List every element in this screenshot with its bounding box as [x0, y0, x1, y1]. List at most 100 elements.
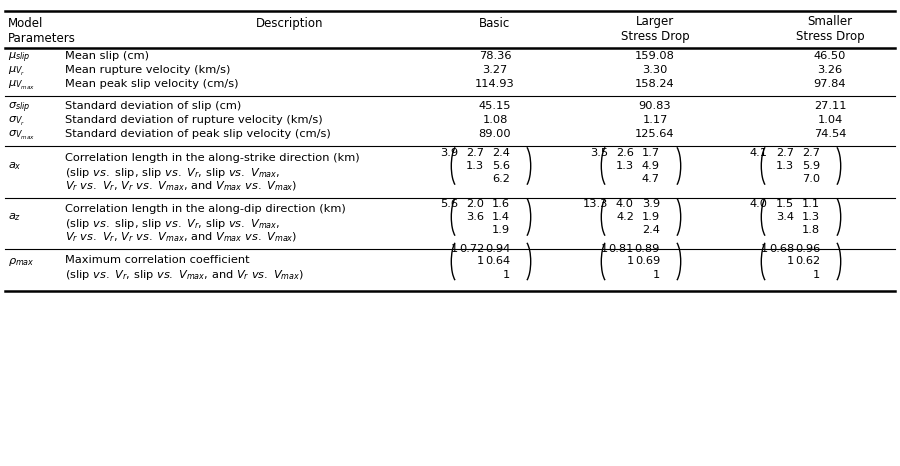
- Text: 3.9: 3.9: [642, 199, 660, 209]
- Text: 1.3: 1.3: [616, 161, 634, 171]
- Text: 4.7: 4.7: [642, 174, 660, 184]
- Text: Model
Parameters: Model Parameters: [8, 17, 76, 45]
- Text: 1: 1: [601, 244, 608, 254]
- Text: 2.0: 2.0: [466, 199, 484, 209]
- Text: (slip $vs.$ slip, slip $vs.$ $V_r$, slip $vs.$ $V_{max}$,: (slip $vs.$ slip, slip $vs.$ $V_r$, slip…: [65, 166, 280, 180]
- Text: (slip $vs.$ slip, slip $vs.$ $V_r$, slip $vs.$ $V_{max}$,: (slip $vs.$ slip, slip $vs.$ $V_r$, slip…: [65, 217, 280, 231]
- Text: 3.26: 3.26: [817, 65, 842, 75]
- Text: 0.64: 0.64: [485, 256, 510, 267]
- Text: Maximum correlation coefficient: Maximum correlation coefficient: [65, 255, 249, 265]
- Text: 45.15: 45.15: [479, 101, 511, 111]
- Text: 0.89: 0.89: [634, 244, 660, 254]
- Text: 3.5: 3.5: [590, 148, 608, 158]
- Text: 1: 1: [813, 269, 820, 280]
- Text: $a_z$: $a_z$: [8, 211, 22, 223]
- Text: 27.11: 27.11: [814, 101, 846, 111]
- Text: Standard deviation of slip (cm): Standard deviation of slip (cm): [65, 101, 241, 111]
- Text: 0.68: 0.68: [769, 244, 794, 254]
- Text: $V_r$ $vs.$ $V_r$, $V_r$ $vs.$ $V_{max}$, and $V_{max}$ $vs.$ $V_{max}$): $V_r$ $vs.$ $V_r$, $V_r$ $vs.$ $V_{max}$…: [65, 179, 298, 192]
- Text: 3.4: 3.4: [776, 212, 794, 222]
- Text: 1: 1: [760, 244, 768, 254]
- Text: 90.83: 90.83: [639, 101, 671, 111]
- Text: 1: 1: [626, 256, 634, 267]
- Text: 4.9: 4.9: [642, 161, 660, 171]
- Text: 2.7: 2.7: [776, 148, 794, 158]
- Text: $\rho_{max}$: $\rho_{max}$: [8, 255, 35, 267]
- Text: 1.1: 1.1: [802, 199, 820, 209]
- Text: Standard deviation of rupture velocity (km/s): Standard deviation of rupture velocity (…: [65, 115, 322, 125]
- Text: $\sigma_{slip}$: $\sigma_{slip}$: [8, 101, 31, 116]
- Text: 1.4: 1.4: [492, 212, 510, 222]
- Text: 46.50: 46.50: [814, 51, 846, 61]
- Text: 1.7: 1.7: [642, 148, 660, 158]
- Text: 1: 1: [652, 269, 660, 280]
- Text: 78.36: 78.36: [479, 51, 511, 61]
- Text: $\sigma_{V_{max}}$: $\sigma_{V_{max}}$: [8, 129, 35, 142]
- Text: 2.4: 2.4: [492, 148, 510, 158]
- Text: 125.64: 125.64: [635, 129, 675, 139]
- Text: 1: 1: [787, 256, 794, 267]
- Text: 159.08: 159.08: [635, 51, 675, 61]
- Text: Mean rupture velocity (km/s): Mean rupture velocity (km/s): [65, 65, 230, 75]
- Text: Mean peak slip velocity (cm/s): Mean peak slip velocity (cm/s): [65, 79, 238, 89]
- Text: $\sigma_{V_r}$: $\sigma_{V_r}$: [8, 115, 25, 128]
- Text: (slip $vs.$ $V_r$, slip $vs.$ $V_{max}$, and $V_r$ $vs.$ $V_{max}$): (slip $vs.$ $V_r$, slip $vs.$ $V_{max}$,…: [65, 268, 304, 282]
- Text: Description: Description: [256, 17, 324, 30]
- Text: Standard deviation of peak slip velocity (cm/s): Standard deviation of peak slip velocity…: [65, 129, 331, 139]
- Text: 0.81: 0.81: [608, 244, 634, 254]
- Text: 1.9: 1.9: [642, 212, 660, 222]
- Text: Smaller
Stress Drop: Smaller Stress Drop: [796, 15, 864, 43]
- Text: 74.54: 74.54: [814, 129, 846, 139]
- Text: 1.6: 1.6: [492, 199, 510, 209]
- Text: 1.3: 1.3: [466, 161, 484, 171]
- Text: 1.3: 1.3: [776, 161, 794, 171]
- Text: 1.8: 1.8: [802, 225, 820, 235]
- Text: 1: 1: [451, 244, 458, 254]
- Text: 89.00: 89.00: [479, 129, 511, 139]
- Text: 1.9: 1.9: [492, 225, 510, 235]
- Text: 2.4: 2.4: [642, 225, 660, 235]
- Text: 3.6: 3.6: [466, 212, 484, 222]
- Text: 7.0: 7.0: [802, 174, 820, 184]
- Text: $a_x$: $a_x$: [8, 160, 22, 172]
- Text: 1: 1: [477, 256, 484, 267]
- Text: 13.3: 13.3: [582, 199, 608, 209]
- Text: 0.62: 0.62: [795, 256, 820, 267]
- Text: Basic: Basic: [480, 17, 510, 30]
- Text: Correlation length in the along-strike direction (km): Correlation length in the along-strike d…: [65, 153, 360, 163]
- Text: Larger
Stress Drop: Larger Stress Drop: [621, 15, 689, 43]
- Text: 5.9: 5.9: [802, 161, 820, 171]
- Text: Mean slip (cm): Mean slip (cm): [65, 51, 149, 61]
- Text: Correlation length in the along-dip direction (km): Correlation length in the along-dip dire…: [65, 204, 346, 214]
- Text: 2.7: 2.7: [802, 148, 820, 158]
- Text: 2.6: 2.6: [616, 148, 634, 158]
- Text: 0.94: 0.94: [485, 244, 510, 254]
- Text: 5.6: 5.6: [440, 199, 458, 209]
- Text: 1: 1: [503, 269, 510, 280]
- Text: $\mu_{slip}$: $\mu_{slip}$: [8, 51, 31, 65]
- Text: 0.96: 0.96: [795, 244, 820, 254]
- Text: 4.1: 4.1: [750, 148, 768, 158]
- Text: 158.24: 158.24: [635, 79, 675, 89]
- Text: 5.6: 5.6: [492, 161, 510, 171]
- Text: 6.2: 6.2: [492, 174, 510, 184]
- Text: 1.08: 1.08: [482, 115, 508, 125]
- Text: 1.3: 1.3: [802, 212, 820, 222]
- Text: 2.7: 2.7: [466, 148, 484, 158]
- Text: 97.84: 97.84: [814, 79, 846, 89]
- Text: 0.69: 0.69: [634, 256, 660, 267]
- Text: $V_r$ $vs.$ $V_r$, $V_r$ $vs.$ $V_{max}$, and $V_{max}$ $vs.$ $V_{max}$): $V_r$ $vs.$ $V_r$, $V_r$ $vs.$ $V_{max}$…: [65, 230, 298, 244]
- Text: 3.9: 3.9: [440, 148, 458, 158]
- Text: 114.93: 114.93: [475, 79, 515, 89]
- Text: $\mu_{V_r}$: $\mu_{V_r}$: [8, 65, 25, 78]
- Text: 0.72: 0.72: [459, 244, 484, 254]
- Text: 4.0: 4.0: [750, 199, 768, 209]
- Text: 3.30: 3.30: [643, 65, 668, 75]
- Text: 1.17: 1.17: [643, 115, 668, 125]
- Text: 3.27: 3.27: [482, 65, 508, 75]
- Text: 1.04: 1.04: [817, 115, 842, 125]
- Text: 4.2: 4.2: [616, 212, 634, 222]
- Text: 4.0: 4.0: [616, 199, 634, 209]
- Text: 1.5: 1.5: [776, 199, 794, 209]
- Text: $\mu_{V_{max}}$: $\mu_{V_{max}}$: [8, 79, 35, 92]
